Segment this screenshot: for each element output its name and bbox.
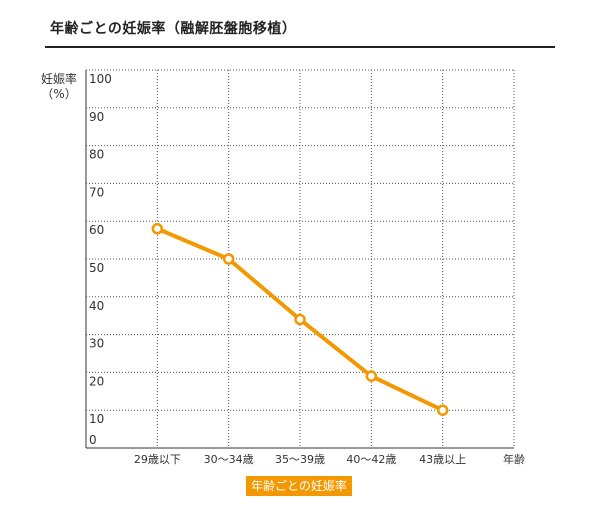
data-point bbox=[294, 313, 306, 326]
y-tick-label: 10 bbox=[89, 412, 104, 426]
y-tick-label: 90 bbox=[89, 110, 104, 124]
series-layer bbox=[151, 223, 449, 416]
y-tick-label: 80 bbox=[89, 148, 104, 162]
x-tick-label: 29歳以下 bbox=[134, 453, 181, 466]
data-point bbox=[222, 253, 235, 265]
title-divider bbox=[45, 46, 555, 48]
y-axis-label-line-2: （%） bbox=[41, 87, 77, 101]
x-tick-labels: 29歳以下 30〜34歳 35〜39歳 40〜42歳 43歳以上 bbox=[134, 453, 466, 466]
y-axis-label: 妊娠率 （%） bbox=[36, 72, 82, 102]
y-tick-label: 100 bbox=[89, 72, 112, 86]
y-tick-label: 70 bbox=[89, 185, 104, 199]
data-point bbox=[436, 404, 449, 416]
chart-title: 年齢ごとの妊娠率（融解胚盤胞移植） bbox=[50, 21, 297, 37]
x-tick-label: 35〜39歳 bbox=[275, 453, 325, 466]
x-tick-label: 30〜34歳 bbox=[204, 453, 254, 466]
data-point bbox=[365, 370, 378, 382]
x-tick-label: 40〜42歳 bbox=[346, 453, 396, 466]
data-point bbox=[151, 223, 164, 235]
legend-series-label: 年齢ごとの妊娠率 bbox=[246, 476, 352, 496]
x-tick-label: 43歳以上 bbox=[419, 453, 466, 466]
grid-layer bbox=[85, 69, 515, 449]
y-tick-label: 0 bbox=[89, 433, 97, 447]
y-axis-label-line-1: 妊娠率 bbox=[40, 72, 77, 86]
y-tick-labels: 0 10 20 30 40 50 60 70 80 90 100 bbox=[89, 72, 112, 447]
x-axis-label: 年齢 bbox=[503, 452, 525, 466]
y-tick-label: 20 bbox=[89, 374, 104, 388]
y-tick-label: 40 bbox=[89, 299, 104, 313]
y-tick-label: 60 bbox=[89, 223, 104, 237]
y-tick-label: 50 bbox=[89, 261, 104, 275]
y-tick-label: 30 bbox=[89, 337, 104, 351]
